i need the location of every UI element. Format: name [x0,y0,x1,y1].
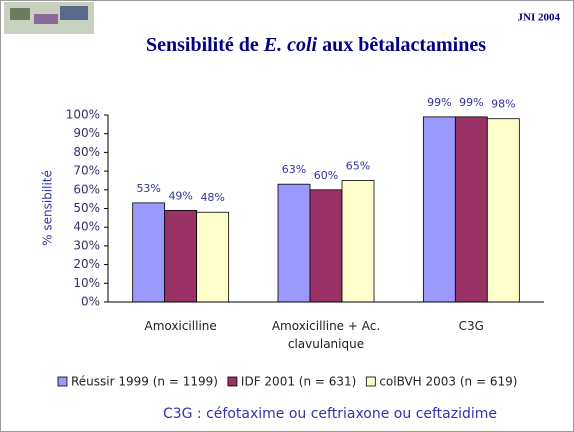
bar [454,116,488,303]
bar [196,211,230,303]
legend-label: Réussir 1999 (n = 1199) [71,375,218,389]
bar [309,189,343,303]
y-tick-label: 70% [73,164,100,178]
chart-title: Sensibilité de E. coli aux bêtalactamine… [146,34,486,56]
y-tick-label: 50% [73,201,100,215]
data-label: 49% [168,189,192,202]
y-tick-label: 90% [73,126,100,140]
data-label: 53% [136,182,160,195]
data-label: 99% [459,96,483,109]
bar [341,180,375,303]
bar [164,209,198,303]
y-tick-label: 30% [73,238,100,252]
title-part: aux bêtalactamines [317,34,486,56]
badge: JNI 2004 [518,12,561,24]
title-part: Sensibilité de [146,34,264,56]
bar [277,183,311,303]
legend-label: colBVH 2003 (n = 619) [379,375,517,389]
x-tick-label: Amoxicilline + Ac. clavulanique [271,319,381,351]
bar [422,116,456,303]
legend-swatch [57,376,68,387]
data-label: 60% [314,169,338,182]
bar [132,202,166,303]
bar [486,118,520,303]
legend-swatch [365,376,376,387]
title-part: E. coli [263,34,318,56]
data-label: 99% [427,96,451,109]
data-label: 65% [346,159,370,172]
y-tick-label: 10% [73,276,100,290]
y-axis-label: % sensibilité [41,170,55,246]
logo [4,2,94,34]
x-tick-label: C3G [458,319,484,333]
footnote: C3G : céfotaxime ou ceftriaxone ou cefta… [163,406,497,422]
data-label: 63% [282,163,306,176]
data-label: 98% [491,98,515,111]
y-tick-label: 60% [73,182,100,196]
x-tick-label: Amoxicilline [144,319,217,333]
data-label: 48% [200,191,224,204]
y-tick-label: 100% [66,108,100,122]
legend-label: IDF 2001 (n = 631) [241,375,356,389]
y-tick-label: 80% [73,145,100,159]
y-tick-label: 0% [81,295,100,309]
y-tick-label: 20% [73,257,100,271]
legend-swatch [227,376,238,387]
y-tick-label: 40% [73,220,100,234]
